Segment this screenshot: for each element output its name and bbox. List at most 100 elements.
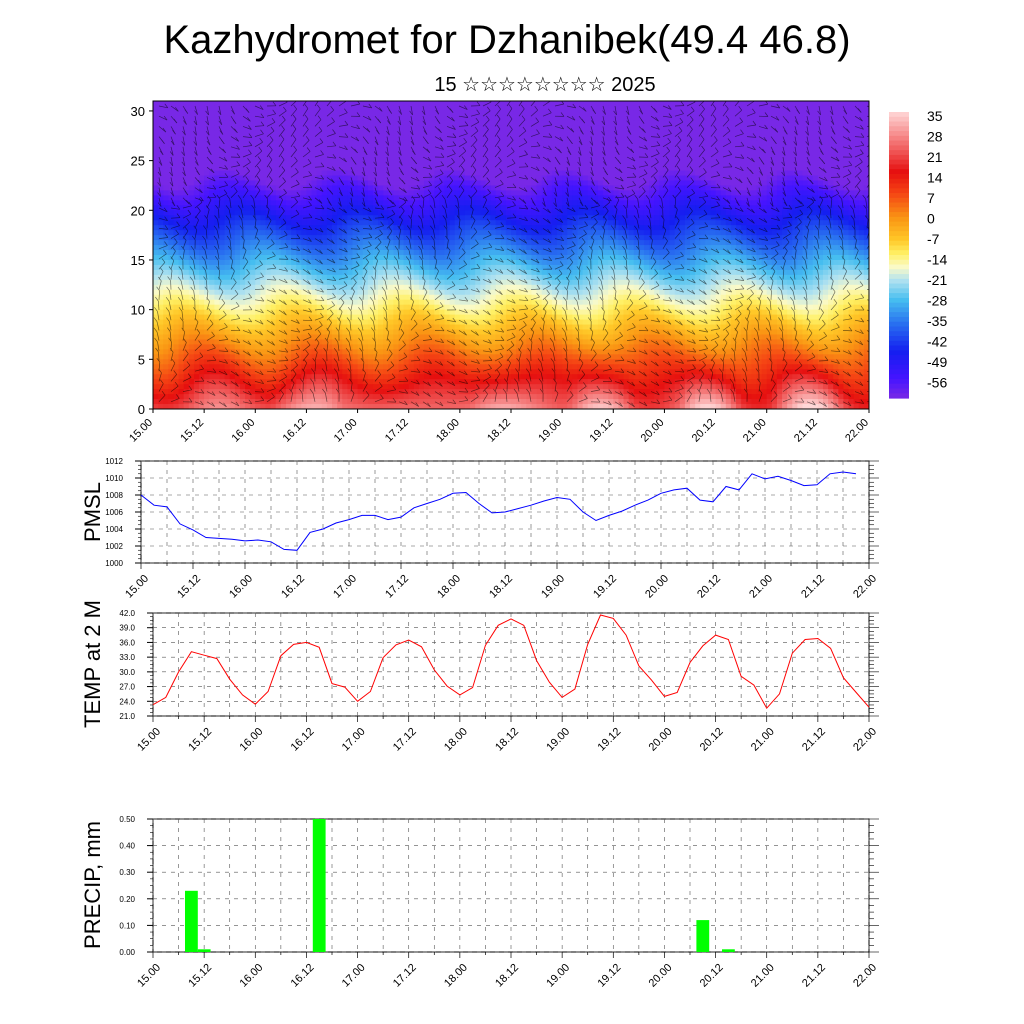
x-tick-label: 15.00: [127, 417, 155, 445]
x-tick-label: 15.12: [186, 726, 214, 754]
x-tick-label: 20.00: [647, 726, 675, 754]
x-tick-label: 22.00: [851, 726, 879, 754]
x-tick-label: 19.12: [595, 726, 623, 754]
y-tick-label: 1006: [105, 508, 123, 517]
colorbar-label: 7: [927, 190, 935, 206]
colorbar-label: -35: [927, 313, 947, 329]
x-tick-label: 19.00: [536, 417, 564, 445]
wind-barbs: [153, 101, 869, 408]
x-tick-label: 19.12: [591, 573, 619, 601]
y-tick-label: 0.40: [119, 842, 135, 851]
colorbar-label: 14: [927, 170, 943, 186]
page-title: Kazhydromet for Dzhanibek(49.4 46.8): [163, 18, 851, 62]
y-tick-label: 33.0: [119, 653, 135, 662]
y-tick-label: 27.0: [119, 683, 135, 692]
pmsl-panel-ylabel: PMSL: [80, 482, 105, 542]
temp-panel-frame: [152, 612, 870, 717]
precip-bar: [197, 949, 211, 952]
x-tick-label: 20.12: [690, 417, 718, 445]
precip-panel-ylabel: PRECIP, mm: [80, 821, 105, 949]
y-tick-label: 1010: [105, 474, 123, 483]
x-tick-label: 22.00: [843, 417, 871, 445]
colorbar-label: 0: [927, 211, 935, 227]
x-tick-label: 16.12: [289, 726, 317, 754]
x-tick-label: 21.00: [741, 417, 769, 445]
y-tick-label: 1012: [105, 457, 123, 466]
x-tick-label: 17.12: [383, 417, 411, 445]
x-tick-label: 17.00: [332, 417, 360, 445]
colorbar-label: 35: [927, 108, 943, 124]
x-tick-label: 19.00: [544, 726, 572, 754]
x-tick-label: 21.12: [800, 962, 828, 990]
x-tick-label: 16.00: [229, 417, 257, 445]
colorbar-label: -56: [927, 375, 947, 391]
x-tick-label: 18.00: [434, 417, 462, 445]
x-tick-label: 20.00: [647, 962, 675, 990]
colorbar-label: 21: [927, 149, 943, 165]
x-tick-label: 16.00: [227, 573, 255, 601]
x-tick-label: 22.00: [851, 962, 879, 990]
x-tick-label: 16.12: [289, 962, 317, 990]
colorbar-label: -28: [927, 293, 947, 309]
cross-section-plot: 0 5 10 15 20 25 30 15.00 15.12 16.00 16.12 17.00 17.…: [127, 100, 871, 445]
y-tick-label: 5: [138, 352, 145, 367]
precip-bar: [312, 819, 326, 952]
precip-bar: [722, 949, 735, 952]
y-tick-label: 0: [138, 402, 145, 417]
y-tick-label: 0.20: [119, 895, 135, 904]
y-tick-label: 24.0: [119, 697, 135, 706]
x-tick-label: 19.00: [544, 962, 572, 990]
x-tick-label: 18.00: [442, 962, 470, 990]
x-tick-label: 17.00: [340, 962, 368, 990]
x-tick-label: 20.12: [698, 962, 726, 990]
x-tick-label: 19.12: [587, 417, 615, 445]
x-tick-label: 17.12: [383, 573, 411, 601]
y-tick-label: 20: [131, 203, 145, 218]
y-tick-label: 30.0: [119, 668, 135, 677]
y-tick-label: 1002: [105, 542, 123, 551]
colorbar-label: -14: [927, 252, 947, 268]
x-tick-label: 15.12: [178, 417, 206, 445]
x-tick-label: 21.00: [747, 573, 775, 601]
colorbar-label: -42: [927, 334, 947, 350]
pmsl-series-line: [140, 471, 857, 551]
colorbar-label: -49: [927, 354, 947, 370]
y-tick-label: 30: [131, 104, 145, 119]
x-tick-label: 17.00: [331, 573, 359, 601]
y-tick-label: 0.10: [119, 921, 135, 930]
precip-panel-grid: [152, 818, 870, 953]
x-tick-label: 19.12: [595, 962, 623, 990]
x-tick-label: 18.12: [493, 962, 521, 990]
y-tick-label: 0.00: [119, 948, 135, 957]
x-tick-label: 15.00: [135, 962, 163, 990]
y-tick-label: 15: [131, 253, 145, 268]
y-tick-label: 10: [131, 303, 145, 318]
temperature-field: [153, 101, 869, 409]
x-tick-label: 20.00: [643, 573, 671, 601]
x-tick-label: 18.12: [487, 573, 515, 601]
x-tick-label: 15.00: [123, 573, 151, 601]
y-tick-label: 1004: [105, 525, 123, 534]
x-tick-label: 18.00: [442, 726, 470, 754]
y-tick-label: 1000: [105, 559, 123, 568]
x-tick-label: 20.12: [695, 573, 723, 601]
pmsl-panel: 1000 1002 1004 1006 1008 1010 1012 15.00 15.12 16…: [80, 457, 879, 601]
temp-series-line: [152, 614, 870, 710]
x-tick-label: 20.12: [698, 726, 726, 754]
x-tick-label: 17.12: [391, 726, 419, 754]
colorbar-label: -7: [927, 231, 940, 247]
x-tick-label: 15.00: [135, 726, 163, 754]
precip-bar: [696, 920, 710, 952]
x-tick-label: 15.12: [175, 573, 203, 601]
x-tick-label: 21.00: [749, 726, 777, 754]
y-tick-label: 36.0: [119, 638, 135, 647]
y-tick-label: 39.0: [119, 624, 135, 633]
x-tick-label: 21.12: [800, 726, 828, 754]
y-tick-label: 42.0: [119, 609, 135, 618]
colorbar: 35 28 21 14 7 0 -7 -14 -21 -28 -35 -42 -49 -56: [889, 108, 947, 399]
x-tick-label: 22.00: [851, 573, 879, 601]
y-tick-label: 0.30: [119, 868, 135, 877]
x-tick-label: 16.00: [237, 962, 265, 990]
precip-panel: 0.00 0.10 0.20 0.30 0.40 0.50 15.00 15.12 16.00 1…: [80, 815, 879, 990]
temp-panel-grid: [152, 612, 870, 717]
